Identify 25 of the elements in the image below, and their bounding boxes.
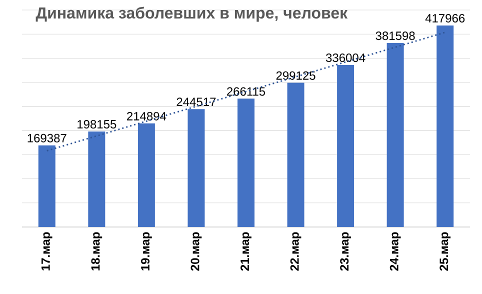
x-tick-label: 24.мар	[390, 232, 401, 271]
bar	[287, 82, 304, 227]
x-tick-label: 17.мар	[42, 232, 52, 270]
data-label: 417966	[425, 14, 465, 23]
bar	[188, 109, 205, 227]
data-label: 169387	[28, 134, 66, 142]
x-tick-label: 21.мар	[240, 232, 252, 271]
bar	[138, 123, 155, 227]
x-tick-label: 22.мар	[290, 232, 302, 271]
x-tick-label: 23.мар	[340, 232, 351, 271]
bar	[38, 145, 56, 227]
data-label: 198155	[78, 120, 116, 129]
data-label: 214894	[127, 112, 166, 120]
x-tick-label: 18.мар	[91, 232, 102, 270]
bar	[88, 131, 106, 227]
bar	[237, 98, 254, 227]
chart-title: Динамика заболевших в мире, человек	[36, 6, 348, 22]
x-tick-label: 25.мар	[440, 232, 451, 271]
bar	[436, 25, 454, 227]
bar	[337, 64, 354, 227]
bar	[386, 42, 404, 227]
x-tick-label: 19.мар	[141, 232, 152, 270]
x-tick-label: 20.мар	[190, 232, 202, 271]
data-label: 244517	[176, 98, 216, 106]
data-label: 381598	[376, 32, 415, 40]
